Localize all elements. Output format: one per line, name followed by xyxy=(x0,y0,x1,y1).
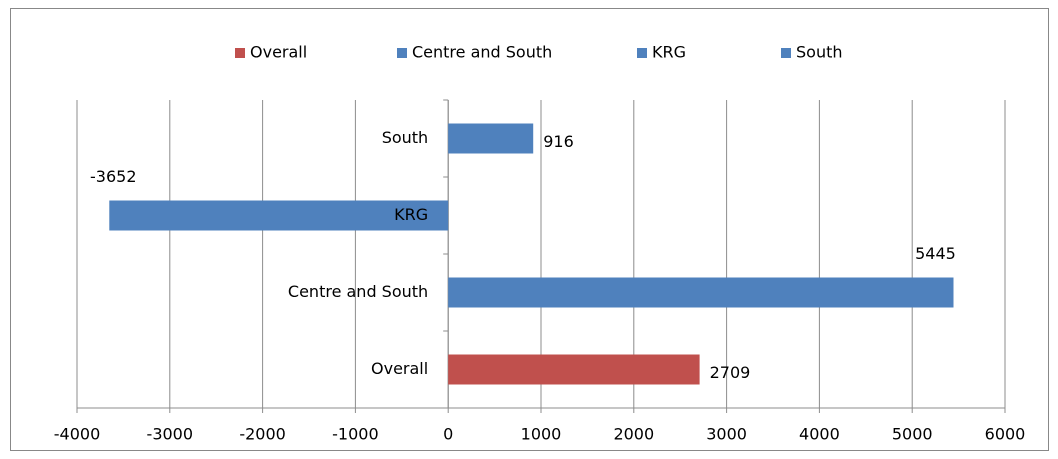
legend-label: Overall xyxy=(250,43,307,62)
x-tick-label: -2000 xyxy=(239,425,286,444)
y-tick-label: South xyxy=(382,128,429,147)
legend-label: South xyxy=(796,43,843,62)
bar xyxy=(448,277,954,308)
legend-swatch xyxy=(637,48,647,58)
x-tick-label: 6000 xyxy=(985,425,1026,444)
data-label: 916 xyxy=(543,132,574,151)
data-label: 5445 xyxy=(915,244,956,263)
x-tick-label: 2000 xyxy=(613,425,654,444)
data-label: 2709 xyxy=(710,363,751,382)
legend-swatch xyxy=(781,48,791,58)
data-label: -3652 xyxy=(90,167,137,186)
legend-swatch xyxy=(397,48,407,58)
x-tick-label: 4000 xyxy=(799,425,840,444)
x-tick-label: 1000 xyxy=(521,425,562,444)
x-tick-label: 3000 xyxy=(706,425,747,444)
bar xyxy=(448,123,534,154)
x-tick-label: -1000 xyxy=(332,425,379,444)
x-tick-label: 0 xyxy=(443,425,453,444)
x-tick-label: -4000 xyxy=(54,425,101,444)
legend-label: KRG xyxy=(652,43,686,62)
y-tick-label: Overall xyxy=(371,359,428,378)
x-tick-label: -3000 xyxy=(147,425,194,444)
legend-label: Centre and South xyxy=(412,43,552,62)
legend-swatch xyxy=(235,48,245,58)
x-tick-label: 5000 xyxy=(892,425,933,444)
bar xyxy=(109,200,449,231)
bar xyxy=(448,354,700,385)
y-tick-label: KRG xyxy=(394,205,428,224)
y-tick-label: Centre and South xyxy=(288,282,428,301)
